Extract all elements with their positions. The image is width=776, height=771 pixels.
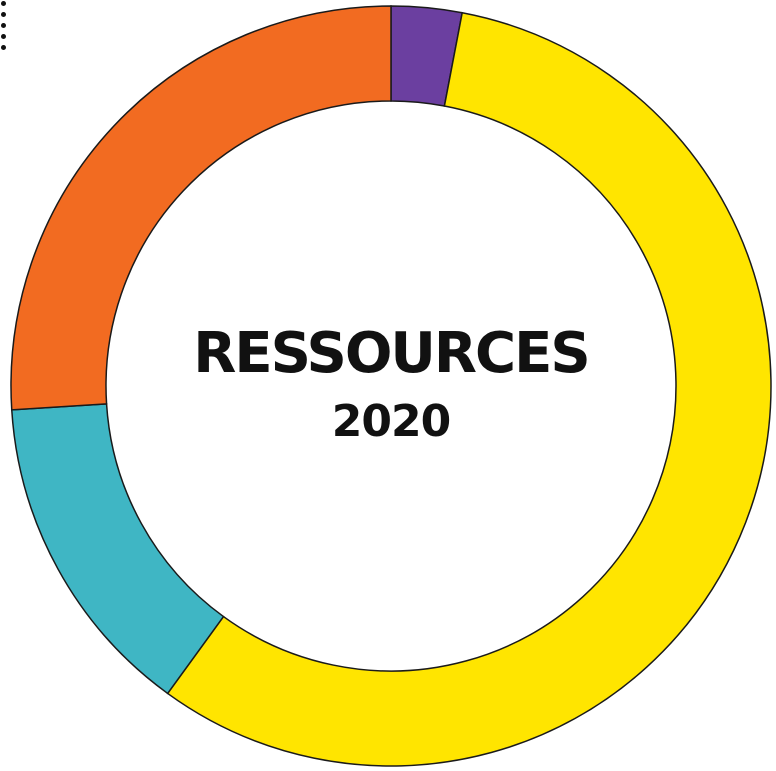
donut-slice-3: [10, 403, 225, 695]
more-options-icon[interactable]: [0, 0, 8, 56]
center-year: 2020: [332, 396, 450, 447]
donut-slice-2: [166, 11, 772, 767]
donut-slice-4: [10, 5, 392, 411]
donut-slices: [10, 5, 772, 767]
center-title: RESSOURCES: [193, 321, 588, 386]
